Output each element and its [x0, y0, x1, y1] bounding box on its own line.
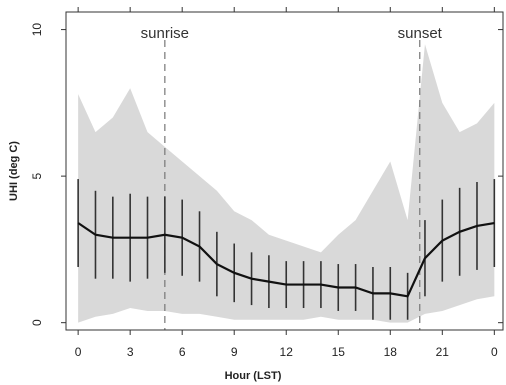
x-tick-label: 3	[127, 345, 134, 359]
x-tick-label: 15	[332, 345, 346, 359]
y-tick-label: 0	[30, 319, 44, 326]
x-tick-label: 12	[280, 345, 294, 359]
x-tick-label: 0	[491, 345, 498, 359]
x-tick-label: 9	[231, 345, 238, 359]
y-axis-label: UHI (deg C)	[8, 141, 20, 201]
plot-frame	[65, 11, 504, 331]
y-tick-label: 10	[30, 23, 44, 37]
x-axis-label: Hour (LST)	[225, 370, 282, 382]
y-tick-label: 5	[30, 172, 44, 179]
x-tick-label: 21	[436, 345, 450, 359]
x-tick-label: 6	[179, 345, 186, 359]
annotation: sunrise	[141, 25, 189, 42]
mean-line	[77, 221, 495, 298]
annotation: sunset	[398, 25, 443, 42]
x-tick-label: 0	[75, 345, 82, 359]
x-tick-label: 18	[384, 345, 398, 359]
